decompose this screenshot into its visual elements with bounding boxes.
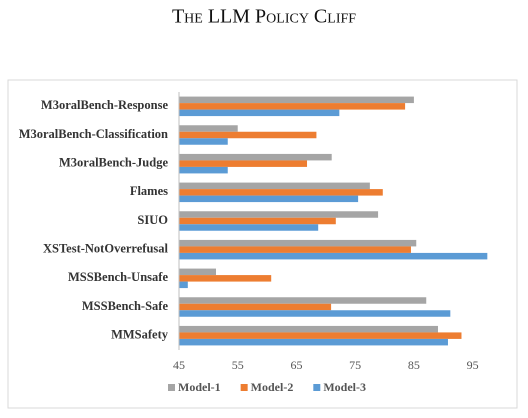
legend-label: Model-2 xyxy=(251,380,294,394)
y-tick-label: MMSafety xyxy=(111,328,169,342)
legend-swatch xyxy=(168,384,175,391)
bar xyxy=(179,182,370,190)
bar xyxy=(179,195,359,203)
bar xyxy=(179,338,448,346)
y-tick-label: M3oralBench-Judge xyxy=(59,156,168,170)
bar xyxy=(179,166,228,174)
x-tick-label: 85 xyxy=(408,358,420,372)
bar xyxy=(179,160,308,167)
y-tick-label: MSSBench-Safe xyxy=(82,299,169,313)
bar xyxy=(179,239,417,247)
x-tick-label: 75 xyxy=(349,358,361,372)
bar xyxy=(179,252,488,260)
bar xyxy=(179,310,451,317)
bar xyxy=(179,297,427,304)
bar xyxy=(179,275,272,282)
bar xyxy=(179,189,383,196)
bar xyxy=(179,153,332,161)
chart-frame xyxy=(7,79,518,409)
bar xyxy=(179,246,411,253)
bar xyxy=(179,109,340,117)
bar xyxy=(179,103,406,110)
legend-swatch xyxy=(313,384,321,391)
bar xyxy=(179,281,188,289)
x-tick-label: 65 xyxy=(290,358,302,372)
y-tick-label: SIUO xyxy=(137,213,168,227)
y-tick-label: MSSBench-Unsafe xyxy=(68,270,168,284)
chart-title: The LLM Policy Cliff xyxy=(172,6,356,28)
legend-swatch xyxy=(240,384,248,391)
bar xyxy=(179,131,317,139)
bar xyxy=(179,303,332,311)
bar xyxy=(179,96,414,104)
bar xyxy=(179,325,438,333)
bar xyxy=(179,217,336,225)
bar xyxy=(179,332,462,339)
y-tick-label: M3oralBench-Response xyxy=(41,98,169,112)
legend-label: Model-1 xyxy=(178,380,221,394)
bar xyxy=(179,224,319,231)
bar xyxy=(179,138,228,145)
x-tick-label: 55 xyxy=(232,358,244,372)
bar xyxy=(179,268,216,276)
bar xyxy=(179,211,379,218)
x-tick-label: 45 xyxy=(173,358,185,372)
bar xyxy=(179,125,238,132)
y-tick-label: Flames xyxy=(130,184,168,198)
x-tick-label: 95 xyxy=(467,358,479,372)
legend-label: Model-3 xyxy=(323,380,366,394)
y-tick-label: XSTest-NotOverrefusal xyxy=(43,242,169,256)
y-tick-label: M3oralBench-Classification xyxy=(19,127,168,141)
